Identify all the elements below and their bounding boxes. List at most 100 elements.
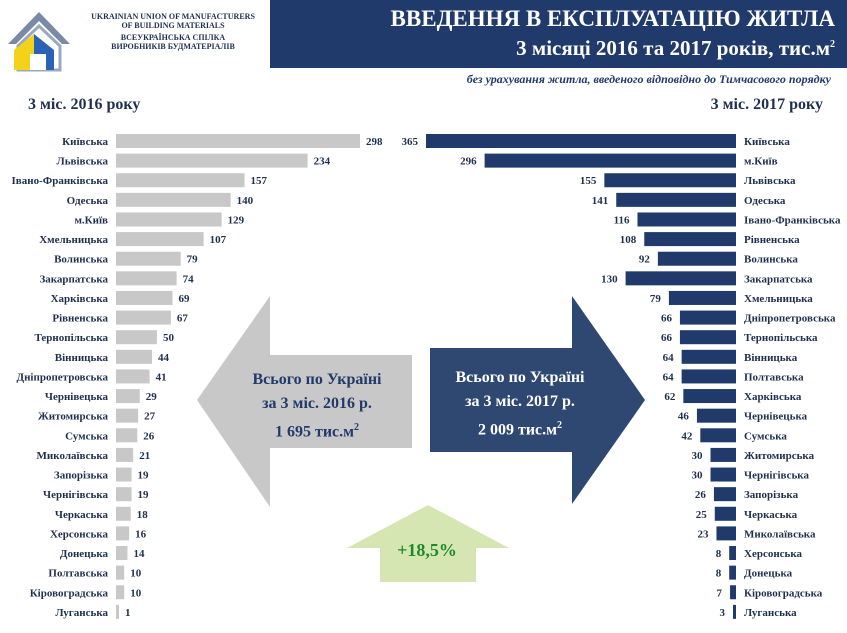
value-label-2017-18: 26: [695, 489, 707, 501]
bar-2016-1: [116, 153, 308, 168]
bar-2017-14: [696, 408, 736, 423]
category-label-2016-19: Черкаська: [55, 509, 109, 521]
value-label-2017-20: 23: [697, 528, 709, 540]
value-label-2016-10: 50: [163, 332, 175, 344]
value-label-2016-0: 298: [366, 136, 383, 148]
category-label-2016-18: Чернігівська: [43, 489, 108, 501]
value-label-2016-4: 129: [228, 214, 245, 226]
category-label-2017-17: Чернігівська: [744, 470, 809, 482]
bar-2016-21: [116, 546, 128, 561]
value-label-2016-7: 74: [183, 273, 195, 285]
value-label-2017-5: 108: [620, 234, 637, 246]
category-label-2016-2: Івано-Франківська: [12, 175, 109, 187]
left-total-line2: за 3 міс. 2016 р.: [262, 395, 372, 412]
value-label-2016-6: 79: [187, 254, 199, 266]
category-label-2017-22: Донецька: [744, 568, 793, 580]
right-total-value: 2 009 тис.м: [477, 421, 558, 439]
value-label-2016-18: 19: [138, 489, 150, 501]
category-label-2017-23: Кіровоградська: [744, 587, 823, 599]
bar-2017-13: [683, 389, 736, 404]
category-label-2017-18: Запорізька: [744, 489, 799, 501]
bar-2017-1: [484, 153, 736, 168]
value-label-2017-21: 8: [716, 548, 722, 560]
value-label-2017-14: 46: [678, 411, 690, 423]
category-label-2017-15: Сумська: [744, 430, 787, 442]
header-band: ВВЕДЕННЯ В ЕКСПЛУАТАЦІЮ ЖИТЛА 3 місяці 2…: [270, 0, 847, 68]
left-bars-group: Київська 298 Львівська 234 Івано-Франківська…: [12, 134, 383, 619]
value-label-2017-6: 92: [639, 254, 651, 266]
category-label-2017-14: Чернівецька: [744, 411, 808, 423]
value-label-2017-13: 62: [664, 391, 676, 403]
category-label-2017-4: Івано-Франківська: [744, 214, 841, 226]
org-name-ua: ВСЕУКРАЇНСЬКА СПІЛКА ВИРОБНИКІВ БУДМАТЕР…: [82, 33, 264, 51]
category-label-2016-3: Одеська: [67, 195, 109, 207]
bar-2017-17: [710, 467, 736, 482]
bar-2017-21: [729, 546, 736, 561]
value-label-2017-24: 3: [720, 607, 726, 619]
bar-2017-0: [426, 134, 736, 148]
bar-2017-9: [679, 310, 736, 325]
category-label-2016-7: Закарпатська: [39, 273, 108, 285]
category-label-2016-20: Херсонська: [50, 528, 109, 540]
value-label-2017-22: 8: [716, 568, 722, 580]
bar-2016-5: [116, 232, 204, 247]
value-label-2016-14: 27: [144, 411, 156, 423]
right-total-sup: 2: [557, 420, 563, 431]
bar-2016-14: [116, 408, 139, 423]
bar-2016-11: [116, 349, 153, 364]
value-label-2017-0: 365: [402, 136, 419, 148]
bar-2016-19: [116, 506, 131, 521]
value-label-2017-16: 30: [692, 450, 704, 462]
category-label-2016-12: Дніпропетровська: [17, 371, 109, 383]
bar-2016-17: [116, 467, 132, 482]
bar-2016-20: [116, 526, 130, 541]
bar-2016-9: [116, 310, 171, 325]
category-label-2016-15: Сумська: [65, 430, 108, 442]
right-bars-group: Київська 365 м.Київ 296 Львівська 155 Одеська 1…: [402, 134, 841, 619]
growth-arrow: [347, 505, 509, 582]
category-label-2016-14: Житомирська: [38, 411, 109, 423]
category-label-2017-21: Херсонська: [744, 548, 803, 560]
right-total-arrow: [430, 296, 645, 504]
category-label-2017-12: Полтавська: [744, 371, 804, 383]
value-label-2017-9: 66: [661, 313, 673, 325]
bar-2017-6: [657, 251, 736, 266]
value-label-2017-11: 64: [663, 352, 675, 364]
category-label-2016-16: Миколаївська: [37, 450, 109, 462]
category-label-2016-21: Донецька: [60, 548, 109, 560]
bar-2017-18: [713, 487, 736, 502]
bar-2017-10: [679, 330, 736, 345]
bar-2017-15: [700, 428, 736, 443]
category-label-2016-9: Рівненська: [52, 313, 108, 325]
category-label-2017-19: Черкаська: [744, 509, 798, 521]
value-label-2016-17: 19: [138, 470, 150, 482]
bar-2017-16: [710, 447, 736, 462]
bar-2016-6: [116, 251, 181, 266]
bar-2016-4: [116, 212, 222, 227]
category-label-2016-0: Київська: [62, 136, 108, 148]
value-label-2016-3: 140: [237, 195, 254, 207]
category-label-2017-5: Рівненська: [744, 234, 800, 246]
bar-2016-23: [116, 585, 125, 600]
category-label-2017-0: Київська: [744, 136, 790, 148]
value-label-2016-1: 234: [314, 156, 331, 168]
bar-2017-24: [733, 604, 736, 619]
value-label-2017-10: 66: [661, 332, 673, 344]
category-label-2017-13: Харківська: [744, 391, 802, 403]
bar-2016-22: [116, 565, 125, 580]
org-name-en-line2: OF BUILDING MATERIALS: [121, 21, 225, 30]
chart-title-2016: 3 міс. 2016 року: [28, 96, 141, 113]
bar-2017-11: [681, 349, 736, 364]
category-label-2016-8: Харківська: [51, 293, 109, 305]
subtitle: без урахування житла, введеного відповід…: [466, 72, 831, 86]
value-label-2016-21: 14: [133, 548, 145, 560]
category-label-2016-4: м.Київ: [74, 214, 108, 226]
category-label-2016-6: Волинська: [54, 254, 108, 266]
bar-2016-10: [116, 330, 157, 345]
bar-2017-3: [616, 192, 736, 207]
value-label-2017-17: 30: [692, 470, 704, 482]
value-label-2016-19: 18: [137, 509, 149, 521]
bar-2016-18: [116, 487, 132, 502]
union-logo-icon: [8, 12, 70, 72]
